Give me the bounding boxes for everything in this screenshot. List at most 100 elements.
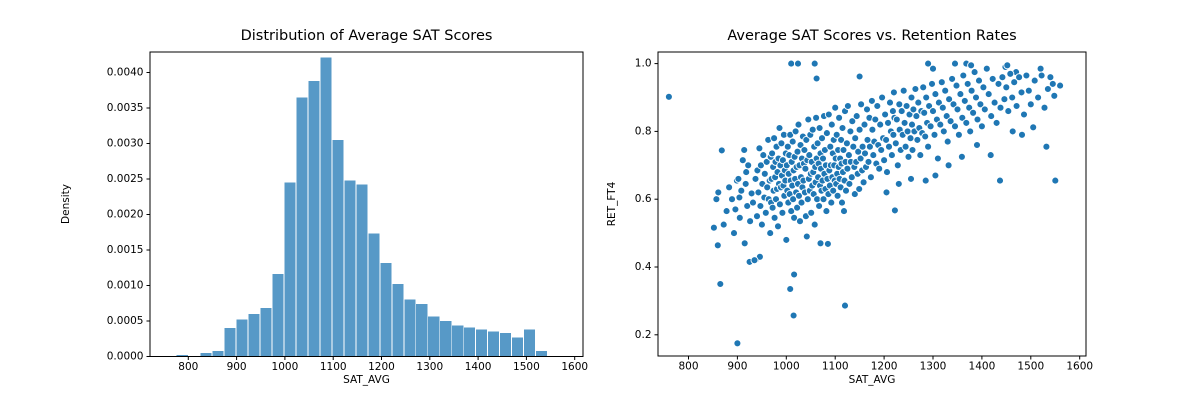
scatter-point: [763, 183, 772, 192]
histogram-xlabel: SAT_AVG: [343, 374, 390, 386]
scatter-point: [899, 86, 908, 95]
scatter-point: [1017, 88, 1026, 97]
scatter-point: [890, 206, 899, 215]
scatter-point: [812, 74, 821, 83]
scatter-point: [876, 120, 885, 129]
y-tick-label: 0.0010: [107, 280, 144, 292]
scatter-point: [900, 118, 909, 127]
histogram-bar: [392, 284, 404, 357]
scatter-point: [878, 93, 887, 102]
scatter-point: [756, 161, 765, 170]
scatter-point: [787, 207, 796, 216]
scatter-point: [1029, 123, 1038, 132]
scatter-point: [756, 202, 765, 210]
scatter-point: [952, 81, 961, 90]
scatter-point: [823, 239, 832, 248]
scatter-point: [747, 189, 756, 198]
x-tick-label: 1300: [920, 361, 947, 373]
scatter-point: [855, 72, 864, 81]
histogram-bar: [176, 355, 188, 357]
scatter-point: [813, 139, 822, 148]
scatter-point: [839, 146, 848, 154]
histogram-bar: [488, 331, 500, 357]
y-tick-label: 0.0040: [107, 67, 144, 79]
scatter-point: [988, 74, 997, 83]
scatter-point: [916, 151, 925, 160]
histogram-bar: [524, 329, 536, 357]
scatter-point: [851, 134, 860, 143]
scatter-point: [959, 71, 968, 80]
scatter-point: [735, 213, 744, 222]
scatter-point: [871, 115, 880, 124]
scatter-point: [761, 208, 770, 217]
scatter-point: [791, 127, 800, 136]
scatter-point: [842, 139, 851, 148]
histogram-ylabel: Density: [60, 184, 72, 224]
scatter-point: [867, 96, 876, 105]
scatter-point: [863, 105, 871, 114]
scatter-point: [864, 157, 873, 166]
scatter-point: [778, 208, 787, 217]
histogram-bar: [320, 57, 332, 357]
x-tick-label: 1400: [969, 361, 996, 373]
y-tick-label: 0.6: [635, 193, 652, 205]
scatter-point: [901, 142, 910, 151]
scatter-point: [838, 124, 847, 132]
scatter-point: [967, 86, 976, 95]
scatter-point: [1008, 127, 1017, 136]
x-tick-label: 900: [227, 361, 247, 373]
scatter-point: [740, 239, 749, 248]
scatter-point: [882, 188, 891, 197]
scatter-point: [840, 207, 848, 216]
scatter-point: [735, 193, 744, 202]
scatter-point: [822, 129, 831, 138]
scatter-point: [951, 59, 959, 68]
scatter-point: [982, 64, 991, 73]
scatter-point: [1020, 110, 1028, 119]
x-tick-label: 1100: [320, 361, 347, 373]
scatter-point: [728, 195, 736, 204]
scatter-point: [802, 135, 811, 144]
scatter-point: [1030, 76, 1039, 85]
histogram-bar: [464, 327, 476, 357]
x-tick-label: 1400: [465, 361, 492, 373]
scatter-point: [822, 207, 831, 216]
scatter-point: [1043, 85, 1052, 93]
scatter-point: [904, 152, 913, 161]
scatter-point: [882, 135, 891, 144]
scatter-point: [911, 85, 920, 93]
scatter-point: [996, 103, 1005, 112]
scatter-point: [963, 79, 972, 88]
histogram-bar: [308, 81, 320, 357]
histogram-bar: [224, 328, 236, 357]
scatter-point: [934, 98, 943, 107]
scatter-point: [731, 205, 740, 214]
scatter-point: [1042, 142, 1051, 151]
histogram-bar: [476, 329, 488, 357]
scatter-point: [906, 134, 915, 143]
histogram-bar: [536, 350, 548, 357]
scatter-point: [956, 90, 965, 99]
scatter-point: [796, 217, 804, 226]
scatter-point: [755, 144, 764, 153]
x-tick-label: 1600: [1066, 361, 1093, 373]
scatter-point: [949, 100, 958, 109]
scatter-point: [803, 195, 812, 204]
scatter-point: [866, 173, 875, 182]
scatter-point: [953, 105, 962, 114]
scatter-point: [1046, 73, 1055, 82]
scatter-point: [740, 146, 749, 154]
scatter-point: [869, 151, 878, 160]
scatter-point: [775, 200, 784, 209]
scatter-point: [829, 186, 838, 195]
scatter-point: [855, 125, 864, 134]
scatter-point: [966, 127, 975, 136]
scatter-point: [924, 142, 933, 151]
scatter-point: [857, 100, 866, 109]
scatter-point: [984, 90, 993, 99]
axes-frame: [149, 51, 584, 357]
scatter-point: [925, 102, 934, 110]
scatter-point: [973, 115, 982, 124]
